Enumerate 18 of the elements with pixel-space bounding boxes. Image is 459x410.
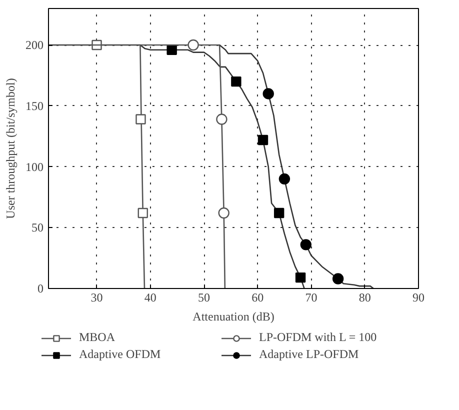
x-tick-label: 40 <box>144 290 156 304</box>
x-tick-label: 70 <box>305 290 318 304</box>
x-tick-label: 50 <box>198 290 210 304</box>
y-axis-title: User throughput (bit/symbol) <box>4 78 18 219</box>
y-tick-label: 50 <box>32 220 44 235</box>
legend-label: MBOA <box>79 330 116 345</box>
legend-label: Adaptive LP-OFDM <box>259 347 360 362</box>
x-tick-label: 80 <box>358 290 371 304</box>
x-tick-label: 90 <box>412 290 424 304</box>
x-tick-label: 30 <box>90 290 103 304</box>
y-tick-label: 0 <box>38 282 44 296</box>
y-tick-label: 100 <box>26 160 44 174</box>
x-axis-title: Attenuation (dB) <box>192 310 274 324</box>
legend-label: Adaptive OFDM <box>79 347 162 362</box>
y-tick-label: 150 <box>26 98 44 113</box>
y-tick-label: 200 <box>26 38 44 52</box>
x-tick-label: 60 <box>252 290 264 304</box>
legend-label: LP-OFDM with L = 100 <box>259 330 378 345</box>
